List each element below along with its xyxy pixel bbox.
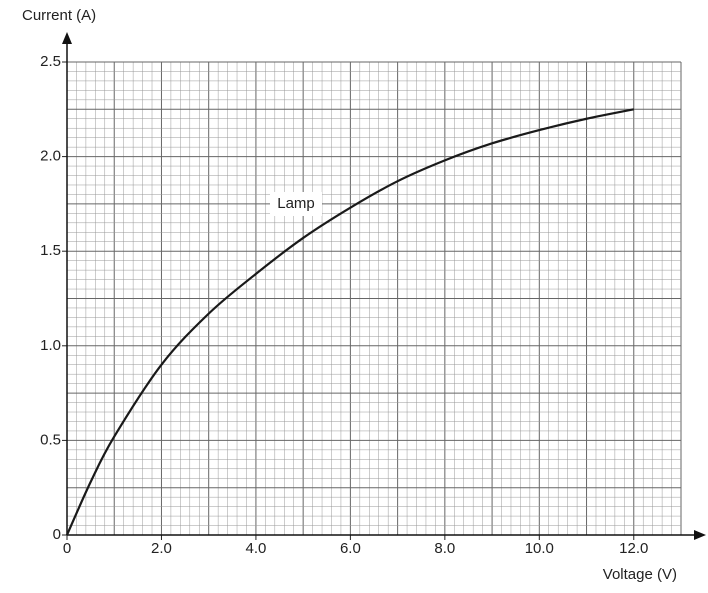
x-axis-label: Voltage (V) xyxy=(603,566,677,583)
x-tick-label: 8.0 xyxy=(434,540,455,557)
x-tick-label: 6.0 xyxy=(340,540,361,557)
x-tick-label: 10.0 xyxy=(525,540,554,557)
annotation: Lamp xyxy=(277,195,315,212)
y-tick-label: 1.0 xyxy=(40,337,61,354)
x-arrow xyxy=(694,530,706,540)
x-tick-label: 2.0 xyxy=(151,540,172,557)
y-arrow xyxy=(62,32,72,44)
y-tick-label: 0 xyxy=(53,526,61,543)
x-tick-label: 4.0 xyxy=(245,540,266,557)
annotation-bg xyxy=(270,192,322,216)
graph-paper xyxy=(66,61,682,536)
y-tick-label: 2.0 xyxy=(40,148,61,165)
x-tick-label: 0 xyxy=(63,540,71,557)
y-axis-label: Current (A) xyxy=(22,7,96,24)
y-tick-label: 2.5 xyxy=(40,53,61,70)
y-tick-label: 0.5 xyxy=(40,431,61,448)
curve xyxy=(65,108,634,536)
x-tick-label: 12.0 xyxy=(619,540,648,557)
y-tick-label: 1.5 xyxy=(40,242,61,259)
